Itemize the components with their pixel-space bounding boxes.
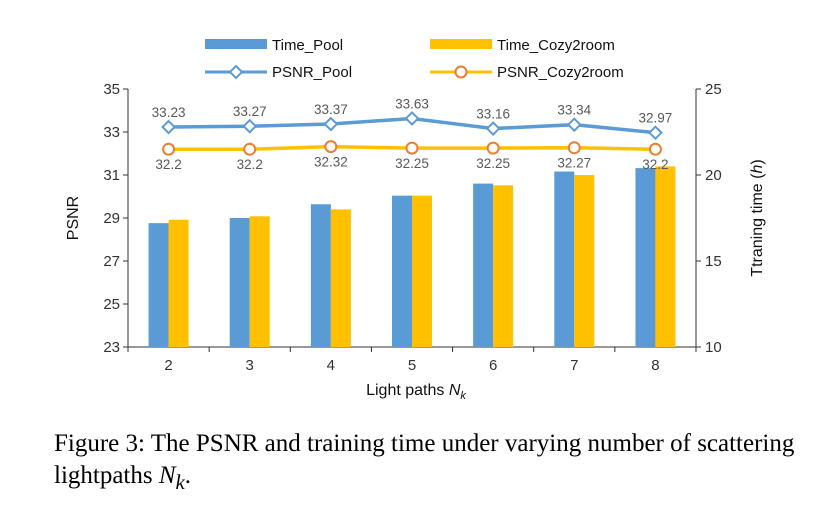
y-right-tick-label: 20 — [705, 167, 722, 184]
data-label-psnr-pool: 33.34 — [557, 103, 591, 118]
bar-time-pool — [229, 218, 250, 347]
chart: Time_Pool Time_Cozy2room PSNR_Pool PSNR_… — [65, 37, 766, 402]
point-psnr-pool — [566, 117, 582, 133]
y-right-tick-label: 15 — [705, 253, 722, 270]
legend-label-time-cozy2room: Time_Cozy2room — [497, 37, 615, 54]
x-tick-label: 6 — [489, 357, 497, 374]
caption-text: Figure 3: The PSNR and training time und… — [54, 430, 795, 489]
y-left-tick-label: 23 — [103, 339, 120, 356]
y-axis-right-title-text: Ttraning time ( — [749, 173, 766, 277]
x-tick-label: 3 — [246, 357, 254, 374]
data-label-psnr-pool: 32.97 — [639, 111, 673, 126]
point-psnr-cozy2room — [567, 141, 581, 155]
x-tick-label: 7 — [570, 357, 578, 374]
data-label-psnr-cozy2room: 32.2 — [237, 157, 263, 172]
y-left-tick-label: 29 — [103, 210, 120, 227]
caption-var: N — [158, 462, 176, 489]
bar-time-cozy2room — [574, 175, 595, 347]
x-tick-label: 8 — [651, 357, 659, 374]
point-psnr-pool — [242, 118, 258, 134]
bar-time-cozy2room — [412, 195, 432, 347]
bar-time-cozy2room — [493, 185, 514, 347]
point-psnr-cozy2room — [405, 141, 419, 155]
y-right-tick-label: 10 — [705, 339, 722, 356]
x-axis-title: Light paths Nk — [366, 382, 466, 402]
y-axis-right-title-close: ) — [749, 159, 766, 164]
bar-time-pool — [310, 204, 331, 347]
bar-time-cozy2room — [249, 216, 270, 347]
y-right-tick-label: 25 — [705, 81, 722, 98]
point-psnr-pool — [648, 125, 663, 141]
point-psnr-pool — [485, 121, 501, 136]
legend-label-psnr-cozy2room: PSNR_Cozy2room — [497, 64, 624, 81]
x-tick-label: 5 — [408, 357, 416, 374]
legend-marker-psnr-cozy2room — [454, 65, 468, 79]
data-label-psnr-pool: 33.63 — [395, 96, 429, 111]
y-left-tick-label: 35 — [103, 81, 120, 98]
data-label-psnr-pool: 33.23 — [152, 105, 186, 120]
legend-swatch-time-pool — [205, 39, 267, 49]
y-left-tick-label: 33 — [103, 124, 120, 141]
legend-label-time-pool: Time_Pool — [272, 37, 343, 54]
caption-sub: k — [175, 470, 185, 494]
x-tick-label: 2 — [164, 357, 172, 374]
data-label-psnr-cozy2room: 32.25 — [476, 156, 510, 171]
legend-swatch-time-cozy2room — [430, 39, 492, 49]
y-left-tick-label: 25 — [103, 296, 120, 313]
data-label-psnr-cozy2room: 32.25 — [395, 156, 429, 171]
x-tick-label: 4 — [327, 357, 335, 374]
legend: Time_Pool Time_Cozy2room PSNR_Pool PSNR_… — [205, 37, 624, 81]
bar-time-cozy2room — [330, 209, 351, 347]
data-label-psnr-pool: 33.16 — [476, 107, 510, 122]
x-axis-title-var: N — [449, 382, 461, 399]
figure-caption: Figure 3: The PSNR and training time und… — [54, 428, 814, 498]
y-left-tick-label: 31 — [103, 167, 120, 184]
bar-time-pool — [148, 223, 169, 347]
point-psnr-cozy2room — [324, 140, 338, 154]
point-psnr-cozy2room — [486, 141, 500, 155]
bar-time-cozy2room — [655, 166, 676, 347]
bar-time-pool — [554, 171, 575, 347]
x-axis-title-text: Light paths — [366, 382, 449, 399]
point-psnr-pool — [404, 111, 420, 126]
data-label-psnr-pool: 33.27 — [233, 104, 267, 119]
data-label-psnr-pool: 33.37 — [314, 102, 348, 117]
data-label-psnr-cozy2room: 32.27 — [557, 156, 591, 171]
bar-time-pool — [473, 183, 494, 347]
legend-label-psnr-pool: PSNR_Pool — [272, 64, 352, 81]
data-label-psnr-cozy2room: 32.2 — [642, 157, 668, 172]
data-label-psnr-cozy2room: 32.2 — [155, 157, 181, 172]
y-axis-right-title-var: h — [749, 165, 766, 174]
point-psnr-pool — [161, 119, 176, 135]
point-psnr-cozy2room — [243, 142, 257, 156]
point-psnr-cozy2room — [162, 142, 176, 156]
bar-time-pool — [392, 195, 412, 347]
x-axis-title-sub: k — [460, 390, 466, 402]
data-label-psnr-cozy2room: 32.32 — [314, 155, 348, 170]
point-psnr-pool — [323, 116, 339, 132]
bar-time-cozy2room — [168, 219, 189, 347]
y-axis-left-title: PSNR — [65, 196, 82, 240]
bar-time-pool — [635, 168, 656, 347]
y-left-tick-label: 27 — [103, 253, 120, 270]
y-axis-right-title: Ttraning time (h) — [749, 159, 766, 276]
legend-marker-psnr-pool — [228, 64, 244, 80]
point-psnr-cozy2room — [648, 142, 662, 156]
caption-end: . — [184, 462, 192, 489]
